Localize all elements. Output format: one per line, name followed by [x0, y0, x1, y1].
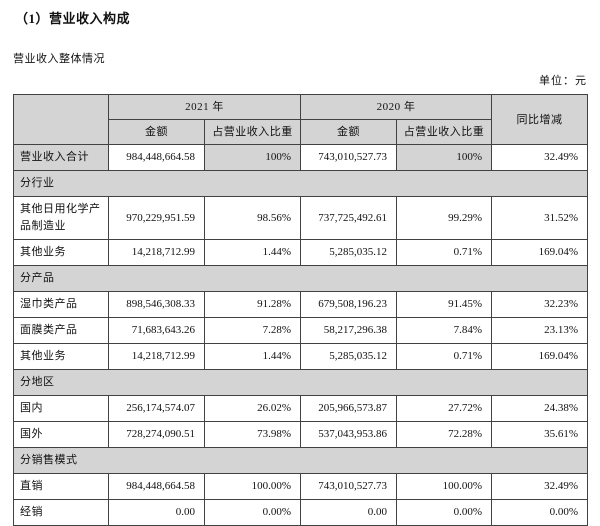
table-cell: 7.28% — [204, 317, 301, 344]
table-cell: 1.44% — [204, 239, 301, 266]
row-label: 营业收入合计 — [13, 144, 109, 171]
row-label: 其他业务 — [13, 343, 109, 370]
table-row: 经销 0.00 0.00% 0.00 0.00% 0.00% — [13, 499, 588, 526]
col-header-amount-2021: 金额 — [108, 119, 205, 145]
table-cell: 98.56% — [204, 196, 301, 240]
col-header-amount-2020: 金额 — [300, 119, 397, 145]
section-label: 分地区 — [13, 369, 588, 396]
table-cell: 99.29% — [396, 196, 492, 240]
table-row: 国内 256,174,574.07 26.02% 205,966,573.87 27.7… — [13, 395, 588, 422]
row-label: 国外 — [13, 421, 109, 448]
table-cell: 23.13% — [491, 317, 588, 344]
revenue-composition-table: 2021 年 2020 年 同比增减 金额 占营业收入比重 金额 占营业收入比重… — [13, 94, 588, 526]
table-cell: 32.49% — [491, 144, 588, 171]
header-row-years: 2021 年 2020 年 同比增减 — [13, 94, 588, 145]
table-cell: 71,683,643.26 — [108, 317, 205, 344]
section-row: 分销售模式 — [13, 447, 588, 474]
col-header-pct-2020: 占营业收入比重 — [396, 119, 492, 145]
table-cell: 27.72% — [396, 395, 492, 422]
unit-label: 单位：元 — [539, 75, 587, 87]
table-cell: 1.44% — [204, 343, 301, 370]
table-cell: 100.00% — [396, 473, 492, 500]
table-cell: 205,966,573.87 — [300, 395, 397, 422]
table-cell: 5,285,035.12 — [300, 239, 397, 266]
table-cell: 737,725,492.61 — [300, 196, 397, 240]
table-row: 其他日用化学产品制造业 970,229,951.59 98.56% 737,725,4… — [13, 196, 588, 240]
table-row: 国外 728,274,090.51 73.98% 537,043,953.86 72.2… — [13, 421, 588, 448]
table-cell: 7.84% — [396, 317, 492, 344]
table-cell: 32.23% — [491, 291, 588, 318]
table-cell: 0.71% — [396, 239, 492, 266]
col-header-pct-2021: 占营业收入比重 — [204, 119, 301, 145]
table-row: 直销 984,448,664.58 100.00% 743,010,527.73 100… — [13, 473, 588, 500]
row-label: 其他业务 — [13, 239, 109, 266]
table-row: 其他业务 14,218,712.99 1.44% 5,285,035.12 0.71% 1… — [13, 239, 588, 266]
table-cell: 100.00% — [204, 473, 301, 500]
section-label: 分产品 — [13, 265, 588, 292]
table-cell: 14,218,712.99 — [108, 343, 205, 370]
table-cell: 0.00% — [491, 499, 588, 526]
row-label: 湿巾类产品 — [13, 291, 109, 318]
table-cell: 898,546,308.33 — [108, 291, 205, 318]
table-cell: 169.04% — [491, 343, 588, 370]
table-cell: 91.28% — [204, 291, 301, 318]
table-cell: 256,174,574.07 — [108, 395, 205, 422]
header-row-measures: 金额 占营业收入比重 金额 占营业收入比重 — [14, 119, 588, 145]
row-label: 直销 — [13, 473, 109, 500]
table-cell: 970,229,951.59 — [108, 196, 205, 240]
col-header-2021: 2021 年 — [108, 94, 301, 120]
table-cell: 984,448,664.58 — [108, 473, 205, 500]
row-label: 经销 — [13, 499, 109, 526]
table-cell: 24.38% — [491, 395, 588, 422]
table-cell: 743,010,527.73 — [300, 473, 397, 500]
table-cell: 0.00% — [204, 499, 301, 526]
table-cell: 72.28% — [396, 421, 492, 448]
table-cell: 0.00 — [300, 499, 397, 526]
table-cell: 679,508,196.23 — [300, 291, 397, 318]
table-cell: 169.04% — [491, 239, 588, 266]
section-label: 分销售模式 — [13, 447, 588, 474]
table-row: 其他业务 14,218,712.99 1.44% 5,285,035.12 0.71% 1… — [13, 343, 588, 370]
table-header: 2021 年 2020 年 同比增减 金额 占营业收入比重 金额 占营业收入比重 — [13, 94, 588, 145]
table-body: 营业收入合计 984,448,664.58 100% 743,010,527.73 10… — [13, 144, 588, 526]
row-label: 国内 — [13, 395, 109, 422]
section-row: 分产品 — [13, 265, 588, 292]
table-cell: 0.00% — [396, 499, 492, 526]
corner-cell — [13, 94, 109, 145]
table-cell: 32.49% — [491, 473, 588, 500]
table-cell: 100% — [204, 144, 301, 171]
table-row: 面膜类产品 71,683,643.26 7.28% 58,217,296.38 7.84… — [13, 317, 588, 344]
page-title: （1）营业收入构成 — [15, 11, 131, 26]
table-cell: 100% — [396, 144, 492, 171]
table-row: 营业收入合计 984,448,664.58 100% 743,010,527.73 10… — [13, 144, 588, 171]
table-cell: 31.52% — [491, 196, 588, 240]
table-row: 湿巾类产品 898,546,308.33 91.28% 679,508,196.23 9… — [13, 291, 588, 318]
table-cell: 743,010,527.73 — [300, 144, 397, 171]
section-row: 分行业 — [13, 170, 588, 197]
col-header-yoy: 同比增减 — [491, 94, 588, 145]
table-cell: 26.02% — [204, 395, 301, 422]
table-cell: 0.71% — [396, 343, 492, 370]
row-label: 面膜类产品 — [13, 317, 109, 344]
row-label: 其他日用化学产品制造业 — [13, 196, 109, 240]
table-cell: 5,285,035.12 — [300, 343, 397, 370]
section-row: 分地区 — [13, 369, 588, 396]
table-cell: 984,448,664.58 — [108, 144, 205, 171]
table-cell: 14,218,712.99 — [108, 239, 205, 266]
section-label: 分行业 — [13, 170, 588, 197]
table-cell: 91.45% — [396, 291, 492, 318]
section-subtitle: 营业收入整体情况 — [13, 53, 105, 65]
table-cell: 728,274,090.51 — [108, 421, 205, 448]
table-cell: 35.61% — [491, 421, 588, 448]
table-cell: 58,217,296.38 — [300, 317, 397, 344]
table-cell: 537,043,953.86 — [300, 421, 397, 448]
table-cell: 0.00 — [108, 499, 205, 526]
table-cell: 73.98% — [204, 421, 301, 448]
col-header-2020: 2020 年 — [300, 94, 492, 120]
